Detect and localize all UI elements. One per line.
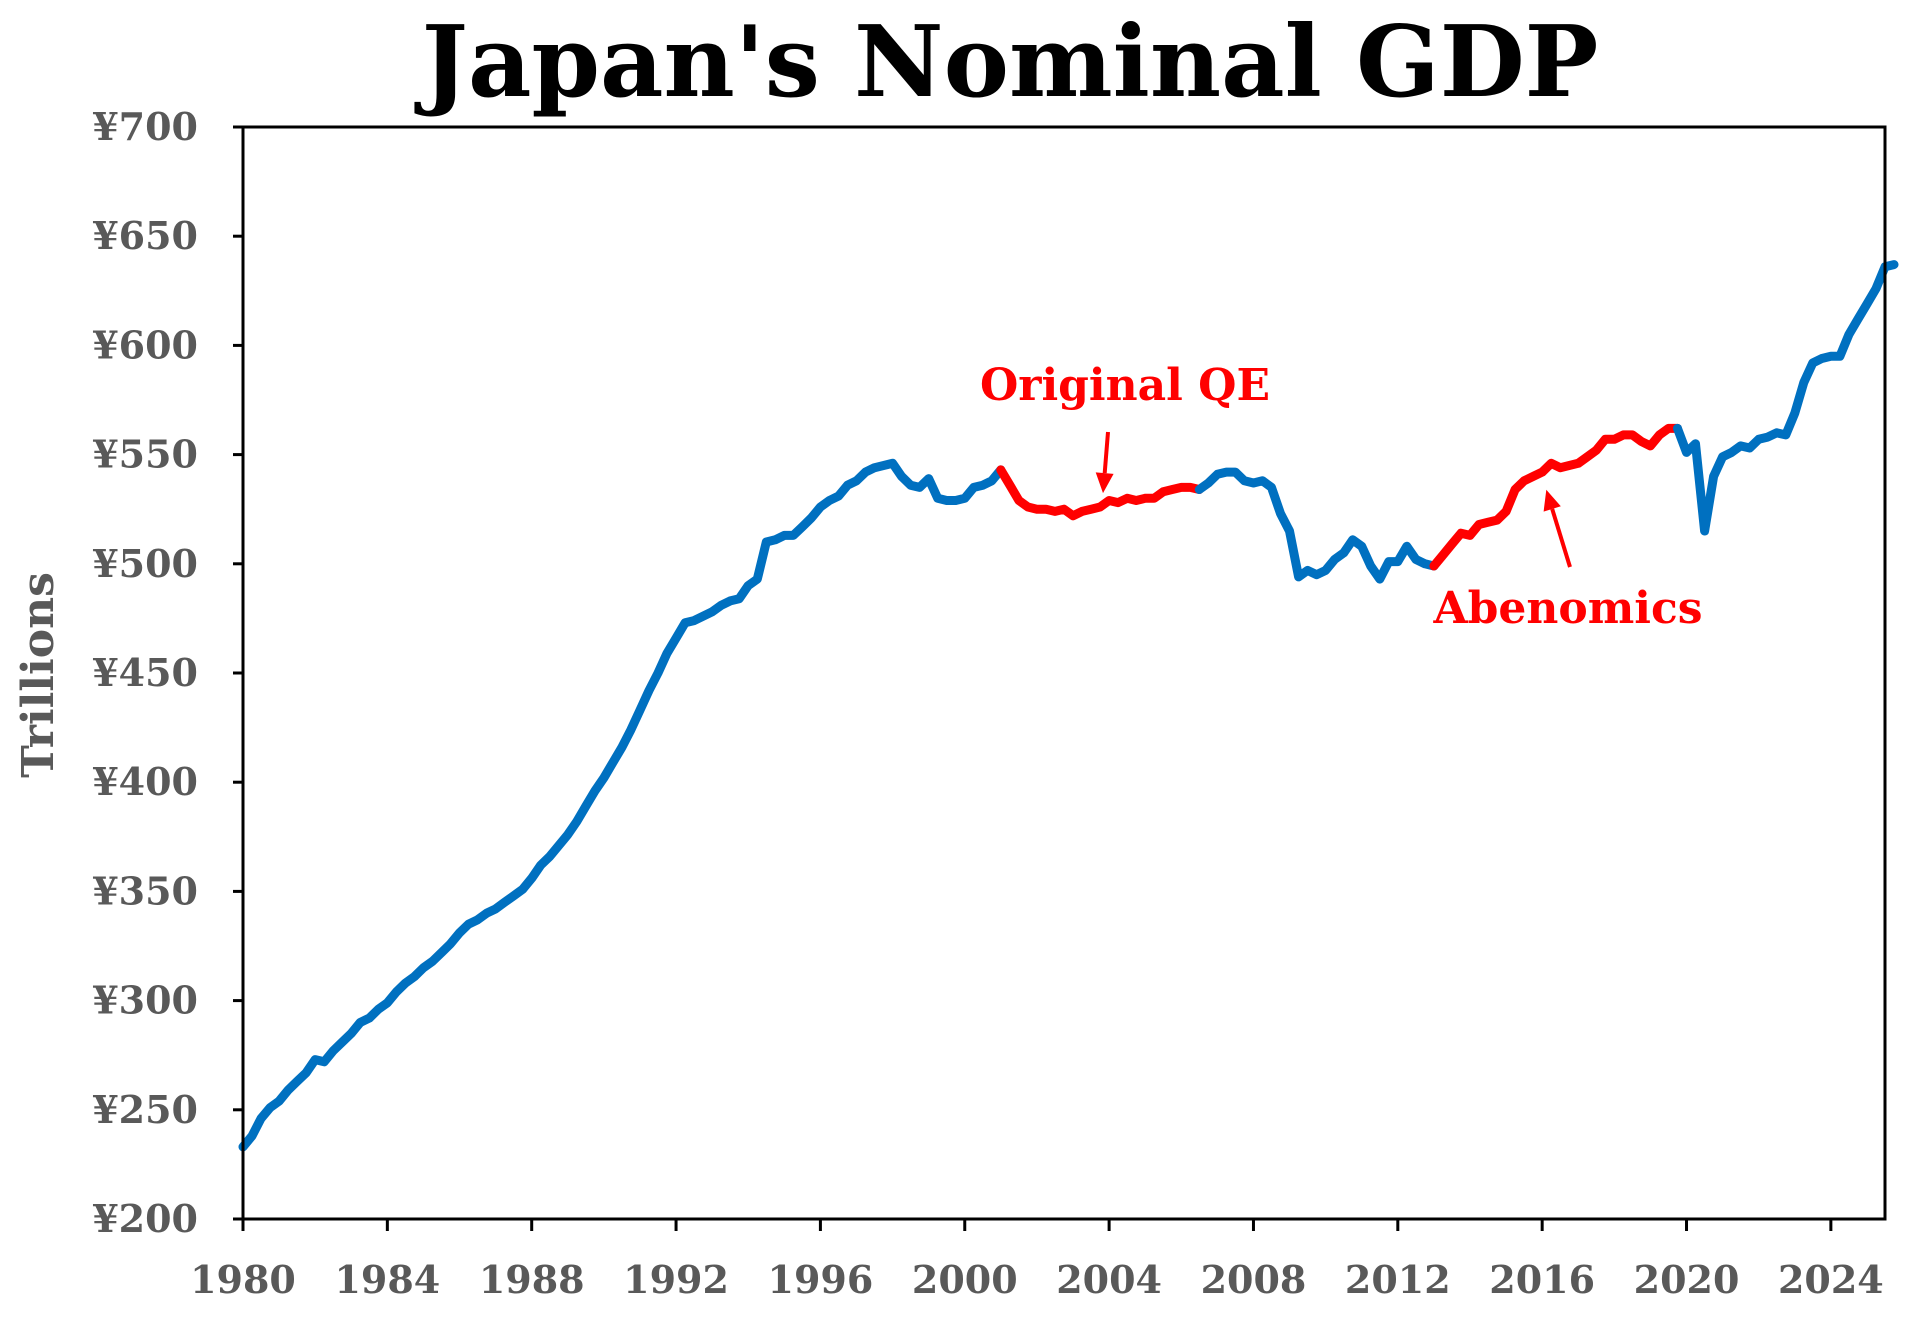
y-tick-label: ¥700 <box>92 104 198 149</box>
y-tick-label: ¥600 <box>92 322 198 367</box>
gdp-line-highlight-segment <box>996 465 1204 521</box>
x-tick-label: 2016 <box>1489 1257 1595 1302</box>
x-tick-label: 2008 <box>1201 1257 1307 1302</box>
annotation-arrow-abenomics <box>1550 508 1572 568</box>
y-tick-label: ¥200 <box>92 1196 198 1241</box>
y-tick-label: ¥250 <box>92 1087 198 1132</box>
annotation-arrowhead-original-qe <box>1095 472 1114 494</box>
gdp-line-segment <box>1673 260 1899 536</box>
chart-title: Japan's Nominal GDP <box>414 5 1599 120</box>
y-tick-label: ¥350 <box>92 868 198 913</box>
x-tick-label: 2020 <box>1634 1257 1740 1302</box>
gdp-line-highlight-segment <box>1429 423 1682 571</box>
y-tick-label: ¥650 <box>92 213 198 258</box>
y-axis-label: Trillions <box>13 572 64 778</box>
x-tick-label: 1996 <box>768 1257 874 1302</box>
x-axis-ticks: 1980 1984 1988 1992 1996 2000 2004 2008 2012 2016… <box>190 1219 1884 1302</box>
x-tick-label: 1992 <box>623 1257 729 1302</box>
y-tick-label: ¥400 <box>92 759 198 804</box>
annotation-original-qe: Original QE <box>980 360 1270 411</box>
gdp-line-segment <box>238 458 1006 1152</box>
annotation-arrow-original-qe <box>1102 431 1110 474</box>
gdp-line-segment <box>1194 467 1439 584</box>
x-tick-label: 1984 <box>334 1257 440 1302</box>
x-tick-label: 2004 <box>1056 1257 1162 1302</box>
plot-area-frame <box>241 125 1887 1221</box>
x-tick-label: 2024 <box>1778 1257 1884 1302</box>
gdp-series-lines <box>238 260 1899 1152</box>
y-tick-label: ¥450 <box>92 650 198 695</box>
x-tick-label: 1988 <box>479 1257 585 1302</box>
y-tick-label: ¥500 <box>92 541 198 586</box>
x-tick-label: 2012 <box>1345 1257 1451 1302</box>
y-tick-label: ¥300 <box>92 978 198 1023</box>
y-tick-label: ¥550 <box>92 432 198 477</box>
annotations: Original QE Abenomics <box>980 360 1703 634</box>
annotation-abenomics: Abenomics <box>1432 583 1702 634</box>
x-tick-label: 2000 <box>912 1257 1018 1302</box>
y-axis-ticks: ¥200 ¥250 ¥300 ¥350 ¥400 ¥450 ¥500 ¥550 ¥600 ¥650… <box>92 104 243 1241</box>
x-tick-label: 1980 <box>190 1257 296 1302</box>
annotation-arrowhead-abenomics <box>1543 489 1561 512</box>
